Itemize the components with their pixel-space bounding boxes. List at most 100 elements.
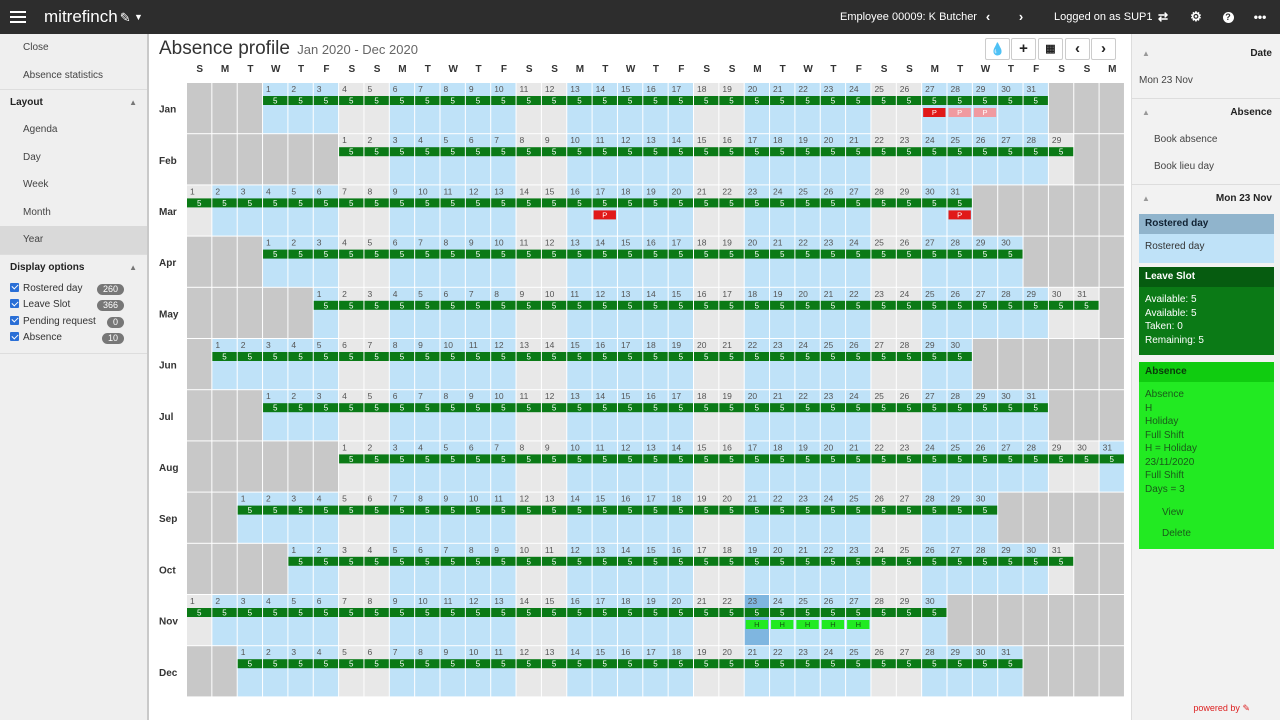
- day-cell[interactable]: [643, 646, 668, 697]
- day-cell[interactable]: [364, 441, 389, 492]
- day-cell[interactable]: [592, 339, 617, 390]
- day-cell[interactable]: [567, 287, 592, 338]
- day-cell[interactable]: [668, 441, 693, 492]
- day-cell[interactable]: [541, 390, 567, 441]
- day-cell[interactable]: [440, 185, 465, 236]
- day-cell[interactable]: [896, 390, 922, 441]
- day-cell[interactable]: [947, 543, 972, 594]
- day-cell[interactable]: [972, 390, 998, 441]
- day-cell[interactable]: [592, 287, 617, 338]
- day-cell[interactable]: [415, 185, 440, 236]
- day-cell[interactable]: [415, 339, 440, 390]
- day-cell[interactable]: [415, 134, 440, 185]
- day-cell[interactable]: [617, 390, 643, 441]
- day-cell[interactable]: [668, 390, 693, 441]
- day-cell[interactable]: [643, 543, 668, 594]
- day-cell[interactable]: [922, 492, 947, 543]
- day-cell[interactable]: [820, 390, 846, 441]
- drop-icon[interactable]: 💧: [985, 38, 1010, 60]
- day-cell[interactable]: [465, 236, 491, 287]
- day-cell[interactable]: [288, 236, 313, 287]
- day-cell[interactable]: [770, 441, 795, 492]
- day-cell[interactable]: [339, 185, 364, 236]
- day-cell[interactable]: [1048, 287, 1074, 338]
- day-cell[interactable]: [415, 390, 440, 441]
- day-cell[interactable]: [415, 492, 440, 543]
- day-cell[interactable]: [541, 492, 567, 543]
- day-cell[interactable]: [313, 595, 339, 646]
- day-cell[interactable]: [617, 287, 643, 338]
- day-cell[interactable]: [491, 339, 516, 390]
- day-cell[interactable]: [567, 185, 592, 236]
- day-cell[interactable]: [820, 236, 846, 287]
- day-cell[interactable]: [237, 595, 263, 646]
- day-cell[interactable]: [744, 287, 770, 338]
- day-cell[interactable]: [719, 543, 744, 594]
- calendar-icon[interactable]: ▦: [1038, 38, 1063, 60]
- day-cell[interactable]: [1074, 287, 1099, 338]
- day-cell[interactable]: [567, 339, 592, 390]
- day-cell[interactable]: [896, 339, 922, 390]
- day-cell[interactable]: [288, 646, 313, 697]
- day-cell[interactable]: [339, 441, 364, 492]
- day-cell[interactable]: [592, 83, 617, 134]
- day-cell[interactable]: [922, 236, 947, 287]
- day-cell[interactable]: [617, 134, 643, 185]
- view-link[interactable]: View: [1162, 507, 1184, 518]
- day-cell[interactable]: [516, 646, 541, 697]
- day-cell[interactable]: [516, 339, 541, 390]
- day-cell[interactable]: [567, 646, 592, 697]
- holiday-marker[interactable]: [745, 620, 769, 629]
- holiday-marker[interactable]: [821, 620, 845, 629]
- day-cell[interactable]: [541, 287, 567, 338]
- day-cell[interactable]: [364, 185, 389, 236]
- day-cell[interactable]: [617, 236, 643, 287]
- day-cell[interactable]: [744, 185, 770, 236]
- day-cell[interactable]: [820, 646, 846, 697]
- day-cell[interactable]: [846, 339, 871, 390]
- day-cell[interactable]: [541, 134, 567, 185]
- absence-card[interactable]: Absence Absence H Holiday Full Shift H =…: [1139, 362, 1274, 549]
- day-cell[interactable]: [237, 492, 263, 543]
- day-cell[interactable]: [744, 441, 770, 492]
- day-cell[interactable]: [694, 83, 719, 134]
- day-cell[interactable]: [846, 492, 871, 543]
- day-cell[interactable]: [922, 543, 947, 594]
- day-cell[interactable]: [694, 287, 719, 338]
- option-rostered-day[interactable]: Rostered day 260: [0, 281, 147, 298]
- sidebar-item-close[interactable]: Close: [23, 42, 49, 53]
- day-cell[interactable]: [389, 134, 415, 185]
- day-cell[interactable]: [541, 83, 567, 134]
- day-cell[interactable]: [364, 287, 389, 338]
- day-cell[interactable]: [795, 543, 820, 594]
- day-cell[interactable]: [313, 646, 339, 697]
- day-cell[interactable]: [440, 646, 465, 697]
- day-cell[interactable]: [896, 492, 922, 543]
- day-cell[interactable]: [313, 339, 339, 390]
- day-cell[interactable]: [820, 441, 846, 492]
- more-icon[interactable]: •••: [1253, 10, 1267, 24]
- day-cell[interactable]: [922, 134, 947, 185]
- day-cell[interactable]: [389, 236, 415, 287]
- day-cell[interactable]: [541, 543, 567, 594]
- day-cell[interactable]: [237, 185, 263, 236]
- day-cell[interactable]: [770, 390, 795, 441]
- day-cell[interactable]: [922, 287, 947, 338]
- day-cell[interactable]: [263, 185, 288, 236]
- day-cell[interactable]: [263, 646, 288, 697]
- day-cell[interactable]: [288, 185, 313, 236]
- day-cell[interactable]: [668, 287, 693, 338]
- day-cell[interactable]: [415, 83, 440, 134]
- day-cell[interactable]: [846, 134, 871, 185]
- day-cell[interactable]: [846, 185, 871, 236]
- day-cell[interactable]: [871, 134, 896, 185]
- day-cell[interactable]: [1048, 134, 1074, 185]
- day-cell[interactable]: [947, 492, 972, 543]
- day-cell[interactable]: [389, 83, 415, 134]
- day-cell[interactable]: [440, 595, 465, 646]
- day-cell[interactable]: [465, 390, 491, 441]
- day-cell[interactable]: [922, 441, 947, 492]
- day-cell[interactable]: [871, 236, 896, 287]
- day-cell[interactable]: [922, 646, 947, 697]
- day-cell[interactable]: [668, 543, 693, 594]
